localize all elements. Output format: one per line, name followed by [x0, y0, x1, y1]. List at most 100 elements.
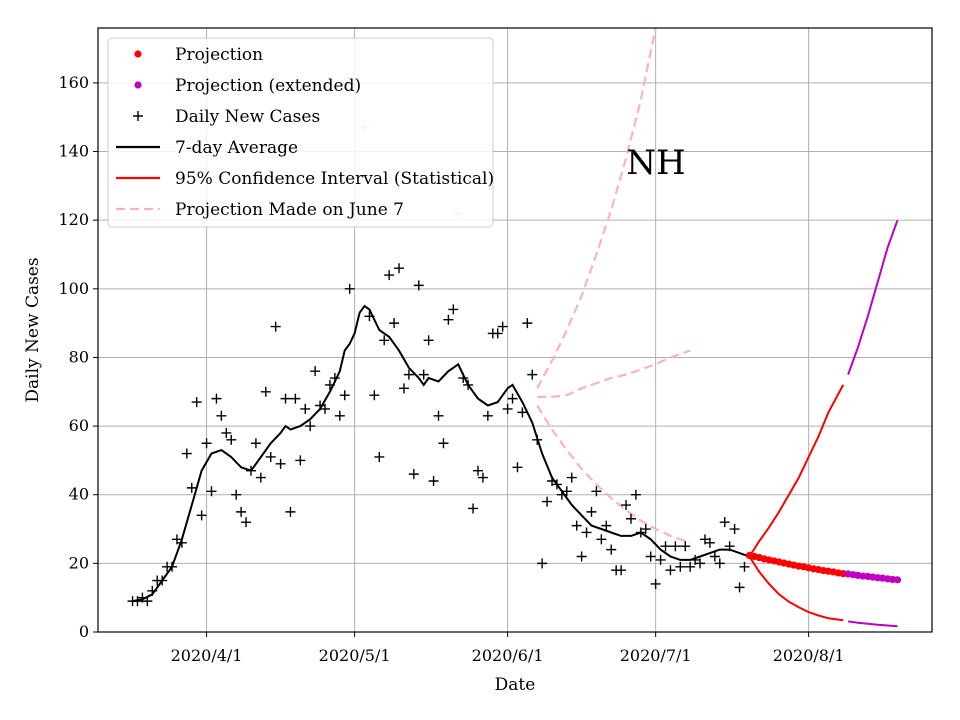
legend-label: Daily New Cases — [175, 107, 320, 127]
daily-point — [255, 472, 266, 483]
daily-point — [433, 410, 444, 421]
daily-point — [704, 537, 715, 548]
plot-area — [127, 27, 902, 628]
series-line — [536, 27, 657, 389]
daily-point — [512, 462, 523, 473]
daily-point — [379, 335, 390, 346]
daily-point — [621, 500, 632, 511]
daily-point — [142, 596, 153, 607]
daily-point — [527, 369, 538, 380]
daily-point — [729, 524, 740, 535]
y-tick-label: 140 — [58, 142, 89, 161]
legend-label: 95% Confidence Interval (Statistical) — [175, 169, 494, 189]
daily-point — [236, 506, 247, 517]
daily-point — [181, 448, 192, 459]
daily-point — [443, 314, 454, 325]
daily-point — [245, 465, 256, 476]
daily-point — [423, 335, 434, 346]
x-tick-label: 2020/6/1 — [472, 646, 544, 665]
daily-point — [551, 479, 562, 490]
daily-point — [685, 561, 696, 572]
series-line — [847, 219, 899, 375]
daily-point — [650, 578, 661, 589]
daily-point — [329, 373, 340, 384]
daily-point — [334, 410, 345, 421]
x-tick-label: 2020/8/1 — [773, 646, 845, 665]
daily-point — [497, 321, 508, 332]
daily-point — [532, 434, 543, 445]
daily-point — [670, 541, 681, 552]
daily-point — [374, 451, 385, 462]
series-line — [748, 384, 845, 558]
daily-point — [241, 517, 252, 528]
average-line — [132, 304, 750, 603]
daily-point — [176, 537, 187, 548]
daily-point — [250, 438, 261, 449]
daily-point — [260, 386, 271, 397]
y-tick-label: 120 — [58, 210, 89, 229]
daily-point — [537, 558, 548, 569]
daily-point — [571, 520, 582, 531]
x-axis-label: Date — [495, 675, 536, 695]
axis-ticks: 0 20 40 60 80 100 120 140 160 2020/4/1 2020/5/1 202… — [58, 73, 844, 665]
daily-point — [463, 379, 474, 390]
daily-point — [660, 541, 671, 552]
chart-annotation: NH — [626, 143, 685, 183]
daily-point — [211, 393, 222, 404]
daily-point — [522, 318, 533, 329]
daily-point — [438, 438, 449, 449]
daily-point — [714, 558, 725, 569]
daily-point — [492, 328, 503, 339]
daily-point — [231, 489, 242, 500]
daily-point — [542, 496, 553, 507]
daily-point — [206, 486, 217, 497]
daily-point — [576, 551, 587, 562]
daily-point — [339, 390, 350, 401]
y-tick-label: 100 — [58, 279, 89, 298]
daily-point — [655, 554, 666, 565]
legend-label: Projection Made on June 7 — [175, 200, 404, 220]
y-tick-label: 0 — [79, 622, 89, 641]
legend-label: Projection — [175, 45, 263, 65]
series-line — [847, 620, 898, 628]
y-axis-label: Daily New Cases — [23, 257, 43, 402]
daily-point — [517, 407, 528, 418]
daily-point — [394, 263, 405, 274]
daily-point — [665, 565, 676, 576]
daily-point — [167, 561, 178, 572]
daily-point — [196, 510, 207, 521]
daily-point — [739, 561, 750, 572]
x-tick-label: 2020/7/1 — [620, 646, 692, 665]
daily-point — [270, 321, 281, 332]
legend-label: 7-day Average — [175, 138, 298, 158]
daily-point — [630, 489, 641, 500]
series-line — [748, 555, 844, 622]
daily-point — [221, 427, 232, 438]
daily-point — [472, 465, 483, 476]
daily-point — [581, 527, 592, 538]
legend-label: Projection (extended) — [175, 76, 361, 96]
daily-point — [724, 541, 735, 552]
x-tick-label: 2020/4/1 — [171, 646, 243, 665]
daily-point — [601, 520, 612, 531]
legend-marker — [134, 81, 142, 89]
daily-point — [305, 421, 316, 432]
series-line — [536, 404, 691, 544]
daily-point — [675, 561, 686, 572]
daily-point — [186, 482, 197, 493]
daily-point — [216, 410, 227, 421]
daily-point — [502, 403, 513, 414]
legend-marker — [134, 50, 142, 58]
daily-point — [719, 517, 730, 528]
daily-point — [295, 455, 306, 466]
projection-extended-point — [893, 576, 902, 584]
daily-point — [290, 393, 301, 404]
daily-point — [310, 366, 321, 377]
daily-point — [320, 403, 331, 414]
y-tick-label: 60 — [69, 416, 89, 435]
daily-point — [645, 551, 656, 562]
daily-point — [344, 283, 355, 294]
daily-point — [285, 506, 296, 517]
